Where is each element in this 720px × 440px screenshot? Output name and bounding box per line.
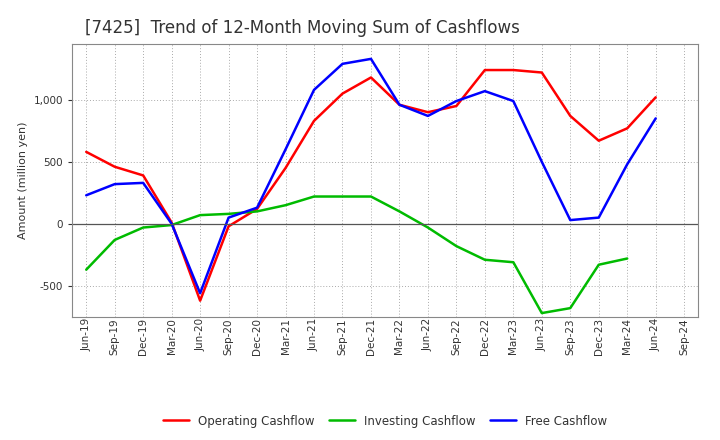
Free Cashflow (338, 61, 347, 66)
Operating Cashflow (282, 165, 290, 171)
Operating Cashflow (623, 126, 631, 131)
Investing Cashflow (82, 267, 91, 272)
Operating Cashflow (167, 220, 176, 225)
Investing Cashflow (595, 262, 603, 268)
Investing Cashflow (167, 222, 176, 227)
Free Cashflow (110, 181, 119, 187)
Line: Investing Cashflow: Investing Cashflow (86, 197, 627, 313)
Free Cashflow (82, 193, 91, 198)
Free Cashflow (423, 113, 432, 118)
Operating Cashflow (110, 164, 119, 169)
Free Cashflow (225, 215, 233, 220)
Free Cashflow (310, 87, 318, 92)
Investing Cashflow (452, 243, 461, 249)
Free Cashflow (282, 147, 290, 152)
Free Cashflow (480, 88, 489, 94)
Operating Cashflow (423, 110, 432, 115)
Investing Cashflow (395, 209, 404, 214)
Investing Cashflow (509, 260, 518, 265)
Operating Cashflow (509, 67, 518, 73)
Operating Cashflow (82, 149, 91, 154)
Operating Cashflow (595, 138, 603, 143)
Free Cashflow (509, 99, 518, 104)
Text: [7425]  Trend of 12-Month Moving Sum of Cashflows: [7425] Trend of 12-Month Moving Sum of C… (84, 19, 519, 37)
Investing Cashflow (366, 194, 375, 199)
Investing Cashflow (253, 209, 261, 214)
Operating Cashflow (452, 103, 461, 109)
Investing Cashflow (310, 194, 318, 199)
Free Cashflow (196, 290, 204, 296)
Free Cashflow (452, 99, 461, 104)
Operating Cashflow (395, 102, 404, 107)
Investing Cashflow (423, 225, 432, 230)
Investing Cashflow (338, 194, 347, 199)
Investing Cashflow (566, 305, 575, 311)
Free Cashflow (537, 159, 546, 165)
Operating Cashflow (196, 298, 204, 303)
Free Cashflow (395, 102, 404, 107)
Operating Cashflow (366, 75, 375, 80)
Operating Cashflow (480, 67, 489, 73)
Line: Free Cashflow: Free Cashflow (86, 59, 656, 293)
Operating Cashflow (652, 95, 660, 100)
Investing Cashflow (623, 256, 631, 261)
Investing Cashflow (282, 202, 290, 208)
Investing Cashflow (225, 211, 233, 216)
Investing Cashflow (537, 311, 546, 316)
Operating Cashflow (537, 70, 546, 75)
Line: Operating Cashflow: Operating Cashflow (86, 70, 656, 301)
Free Cashflow (623, 161, 631, 167)
Operating Cashflow (310, 118, 318, 124)
Operating Cashflow (253, 206, 261, 212)
Free Cashflow (253, 205, 261, 210)
Investing Cashflow (480, 257, 489, 262)
Operating Cashflow (338, 91, 347, 96)
Free Cashflow (652, 116, 660, 121)
Operating Cashflow (139, 173, 148, 178)
Free Cashflow (366, 56, 375, 62)
Free Cashflow (139, 180, 148, 186)
Free Cashflow (595, 215, 603, 220)
Legend: Operating Cashflow, Investing Cashflow, Free Cashflow: Operating Cashflow, Investing Cashflow, … (158, 410, 612, 433)
Investing Cashflow (110, 237, 119, 242)
Free Cashflow (566, 217, 575, 223)
Y-axis label: Amount (million yen): Amount (million yen) (18, 121, 28, 239)
Operating Cashflow (225, 224, 233, 229)
Investing Cashflow (139, 225, 148, 230)
Free Cashflow (167, 221, 176, 227)
Investing Cashflow (196, 213, 204, 218)
Operating Cashflow (566, 113, 575, 118)
